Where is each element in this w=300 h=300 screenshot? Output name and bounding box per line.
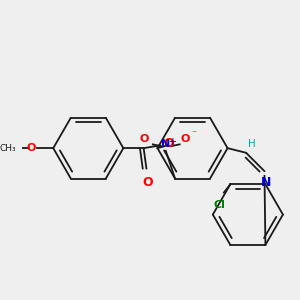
Text: H: H [248,139,256,148]
Text: O: O [142,176,153,189]
Text: +: + [168,136,176,147]
Text: O: O [26,143,36,153]
Text: N: N [261,176,272,189]
Text: N: N [161,139,170,149]
Text: O: O [163,137,174,150]
Text: CH₃: CH₃ [0,144,16,153]
Text: O: O [181,134,190,144]
Text: ⁻: ⁻ [191,129,196,139]
Text: O: O [140,134,149,144]
Text: Cl: Cl [213,200,225,210]
